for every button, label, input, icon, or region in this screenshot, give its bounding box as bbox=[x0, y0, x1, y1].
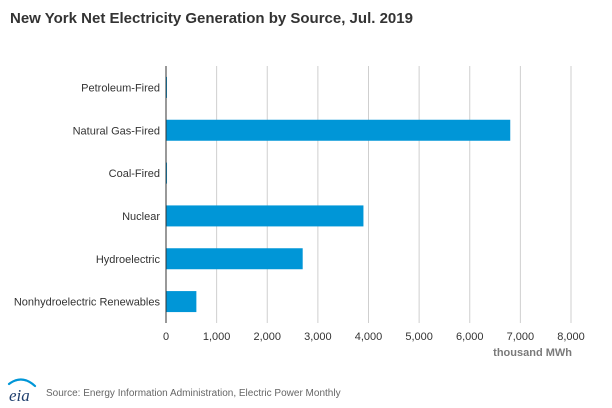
category-label: Nonhydroelectric Renewables bbox=[14, 297, 161, 309]
category-labels: Petroleum-Fired Natural Gas-Fired Coal-Fir… bbox=[14, 82, 161, 308]
x-tick-labels: 0 1,000 2,000 3,000 4,000 5,000 6,000 7,000 8,00… bbox=[163, 331, 585, 343]
category-label: Coal-Fired bbox=[109, 168, 160, 180]
x-tick-label: 4,000 bbox=[355, 331, 383, 343]
x-tick-label: 0 bbox=[163, 331, 169, 343]
x-tick-label: 2,000 bbox=[253, 331, 281, 343]
svg-text:eia: eia bbox=[9, 386, 30, 404]
eia-logo-icon: eia bbox=[7, 378, 37, 404]
x-tick-label: 7,000 bbox=[507, 331, 535, 343]
x-tick-label: 1,000 bbox=[203, 331, 231, 343]
category-label: Hydroelectric bbox=[96, 254, 161, 266]
gridlines bbox=[216, 66, 572, 323]
x-axis-title: thousand MWh bbox=[493, 347, 572, 359]
bar-nonhydroelectric-renewables bbox=[166, 291, 197, 313]
bar-nuclear bbox=[166, 205, 364, 227]
x-tick-label: 8,000 bbox=[557, 331, 585, 343]
bar-coal-fired bbox=[166, 162, 168, 184]
x-tick-label: 3,000 bbox=[304, 331, 332, 343]
bar-hydroelectric bbox=[166, 248, 303, 270]
x-tick-label: 6,000 bbox=[456, 331, 484, 343]
footer: eia Source: Energy Information Administr… bbox=[0, 376, 612, 408]
x-tick-label: 5,000 bbox=[405, 331, 433, 343]
category-label: Petroleum-Fired bbox=[81, 82, 160, 94]
category-label: Nuclear bbox=[122, 211, 160, 223]
chart-title: New York Net Electricity Generation by S… bbox=[10, 10, 413, 27]
bars bbox=[166, 76, 511, 313]
bar-chart: Petroleum-Fired Natural Gas-Fired Coal-Fir… bbox=[14, 66, 585, 359]
source-note: Source: Energy Information Administratio… bbox=[46, 388, 341, 399]
bar-natural-gas-fired bbox=[166, 119, 511, 141]
category-label: Natural Gas-Fired bbox=[73, 125, 160, 137]
